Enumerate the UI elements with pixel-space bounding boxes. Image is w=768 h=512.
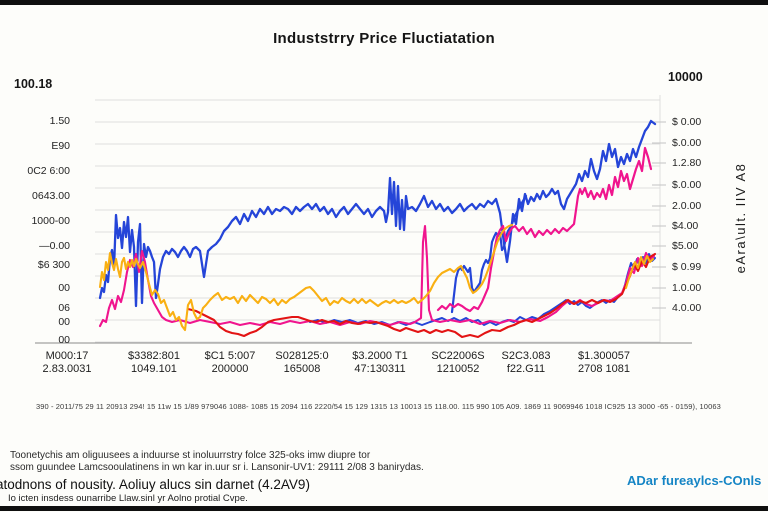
top-left-axis-value: 100.18 (14, 77, 53, 91)
bottom-border-bar (0, 506, 768, 511)
right-axis-label: $.0.00 (672, 179, 702, 191)
series-blue-lower (309, 253, 656, 326)
series-blue-main (98, 119, 657, 308)
right-axis-labels: $ 0.00 $.0.00 1.2.80 $.0.00 2.0.00 $4.00 $5.00… (672, 0, 742, 400)
series-yellow (98, 223, 514, 332)
x-axis-label-top: SC22006S (431, 350, 485, 362)
x-axis-label-bottom: 165008 (283, 363, 321, 375)
left-axis-label: 0643.00 (32, 190, 70, 202)
right-axis-label: 4.0.00 (672, 302, 702, 314)
left-axis-labels: 1.50 E90 0C2 6:00 0643.00 1000-00 —0.00 $6 300… (0, 0, 70, 400)
left-axis-label: 0C2 6:00 (27, 165, 70, 177)
right-axis-label: 1.0.00 (672, 282, 702, 294)
series-magenta-riser (436, 146, 653, 313)
left-axis-label: 1.50 (49, 115, 70, 127)
right-vertical-text: eAra\ult. IIV A8 (733, 162, 748, 274)
x-axis-label-bottom: 2708 1081 (578, 363, 630, 375)
footnote-numbers-line: 390 - 2011/75 29 11 20913 294! 15 11w 15… (36, 402, 721, 411)
left-axis-label: $6 300 (37, 259, 70, 271)
x-axis-label-bottom: f22.G11 (506, 363, 546, 375)
left-axis-label: 00 (58, 316, 70, 328)
right-axis-label: 1.2.80 (672, 157, 702, 169)
x-axis-labels: M000:17 2.83.0031 $3382:801 1049.101 $C1 5:0… (0, 0, 768, 375)
x-axis-label-bottom: 47:130311 (354, 363, 406, 375)
right-axis-label: $ 0.99 (672, 261, 702, 273)
x-axis-label-bottom: 200000 (211, 363, 249, 375)
x-axis-label-top: $C1 5:007 (204, 350, 256, 362)
chart-title: Induststrry Price Fluctiatation (273, 30, 495, 47)
footer-paragraph-line2: ssom guundee Lamcsooulatinens in wn kar … (10, 462, 424, 473)
x-axis-label-bottom: 1049.101 (131, 363, 177, 375)
right-axis-label: $.0.00 (672, 137, 702, 149)
left-axis-label: 00 (58, 334, 70, 346)
right-axis-label: $5.00 (672, 240, 699, 252)
brand-text: ADar fureaylcs-COnls (627, 473, 762, 488)
footer-smallprint: Io icten insdess ounarribe Llaw.sinl yr … (8, 493, 248, 504)
footer-paragraph-line1: Toonetychis am oliguusees a induurse st … (10, 450, 371, 461)
x-axis-label-top: $3.2000 T1 (352, 350, 408, 362)
series-yellow-right (625, 255, 654, 289)
x-axis-label-top: $3382:801 (128, 350, 180, 362)
left-axis-label: 00 (58, 282, 70, 294)
x-axis-label-top: M000:17 (45, 350, 89, 362)
left-axis-label: —0.00 (39, 240, 70, 252)
left-axis-label: 06 (58, 302, 70, 314)
top-right-axis-value: 10000 (668, 70, 703, 84)
left-axis-label: 1000-00 (31, 215, 70, 227)
series-red (186, 252, 657, 339)
x-axis-label-top: S2C3.083 (501, 350, 551, 362)
right-axis-label: 2.0.00 (672, 200, 702, 212)
x-axis-label-bottom: 2.83.0031 (42, 363, 92, 375)
right-axis-label: $ 0.00 (672, 116, 702, 128)
x-axis-label-top: $1.300057 (578, 350, 630, 362)
x-axis-label-top: S028125:0 (275, 350, 329, 362)
top-border-bar (0, 0, 768, 5)
left-axis-label: E90 (51, 140, 70, 152)
x-axis-label-bottom: 1210052 (436, 363, 480, 375)
right-axis-label: $4.00 (672, 220, 699, 232)
footer-headline: atodnons of nousity. Aoliuy alucs sin da… (0, 477, 310, 492)
